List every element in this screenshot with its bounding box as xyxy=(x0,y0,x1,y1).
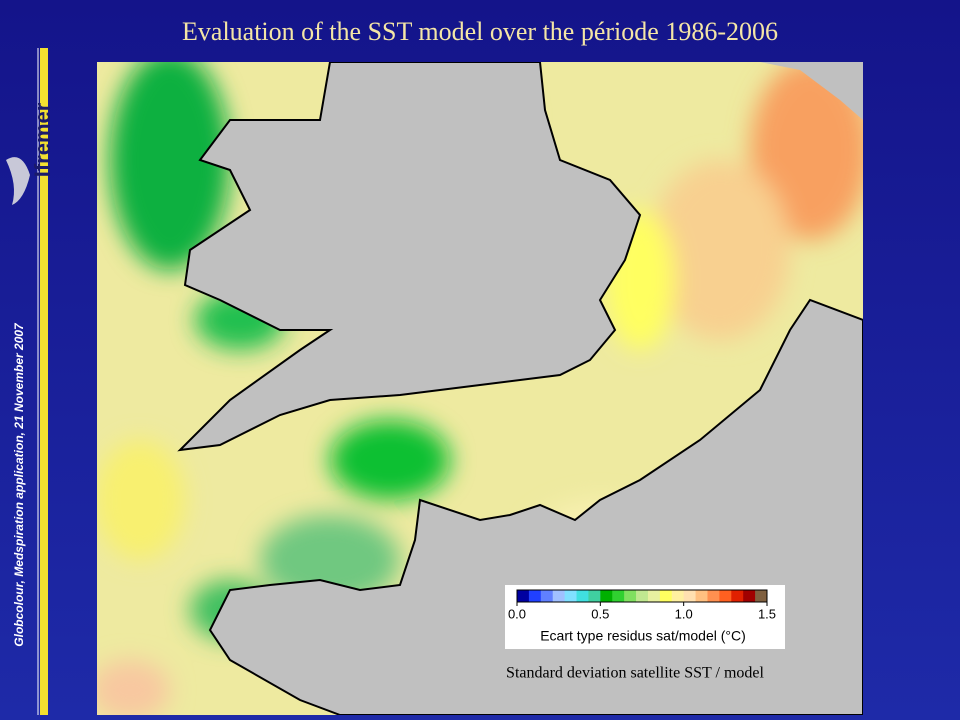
land-britain xyxy=(177,62,642,452)
title: Evaluation of the SST model over the pér… xyxy=(182,17,778,46)
colorbar-swatch xyxy=(600,590,613,602)
colorbar-swatch xyxy=(564,590,578,602)
colorbar-swatch xyxy=(528,590,542,602)
colorbar-swatch xyxy=(671,590,685,602)
colorbar-tick-label: 1.5 xyxy=(758,606,776,621)
colorbar-swatch xyxy=(659,590,673,602)
colorbar-swatch xyxy=(683,590,697,602)
colorbar-swatch xyxy=(624,590,637,602)
colorbar-tick-label: 1.0 xyxy=(675,606,693,621)
logo-icon xyxy=(6,157,30,205)
colorbar-swatch xyxy=(576,590,589,602)
colorbar: 0.0 0.5 1.0 1.5 xyxy=(508,589,776,621)
colorbar-swatch xyxy=(719,590,732,602)
colorbar-swatch xyxy=(517,590,530,602)
colorbar-tick-label: 0.0 xyxy=(508,606,526,621)
colorbar-swatch xyxy=(755,590,768,602)
colorbar-swatch xyxy=(707,590,720,602)
colorbar-swatch xyxy=(743,590,756,602)
colorbar-swatch xyxy=(540,590,554,602)
colorbar-frame xyxy=(516,589,768,603)
colorbar-tick-label: 0.5 xyxy=(591,606,609,621)
colorbar-swatch xyxy=(552,590,566,602)
map xyxy=(97,62,863,715)
colorbar-swatch xyxy=(731,590,744,602)
colorbar-swatch xyxy=(636,590,649,602)
colorbar-swatch xyxy=(612,590,625,602)
colorbar-swatch xyxy=(695,590,708,602)
colorbar-label: Ecart type residus sat/model (°C) xyxy=(540,628,746,644)
logo: Ifremer xyxy=(30,102,55,177)
side-note: Globcolour, Medspiration application, 21… xyxy=(12,322,26,647)
land-belgium xyxy=(760,62,863,120)
colorbar-swatch xyxy=(647,590,661,602)
caption: Standard deviation satellite SST / model xyxy=(506,665,764,682)
colorbar-swatch xyxy=(588,590,601,602)
side-bar xyxy=(40,48,48,715)
